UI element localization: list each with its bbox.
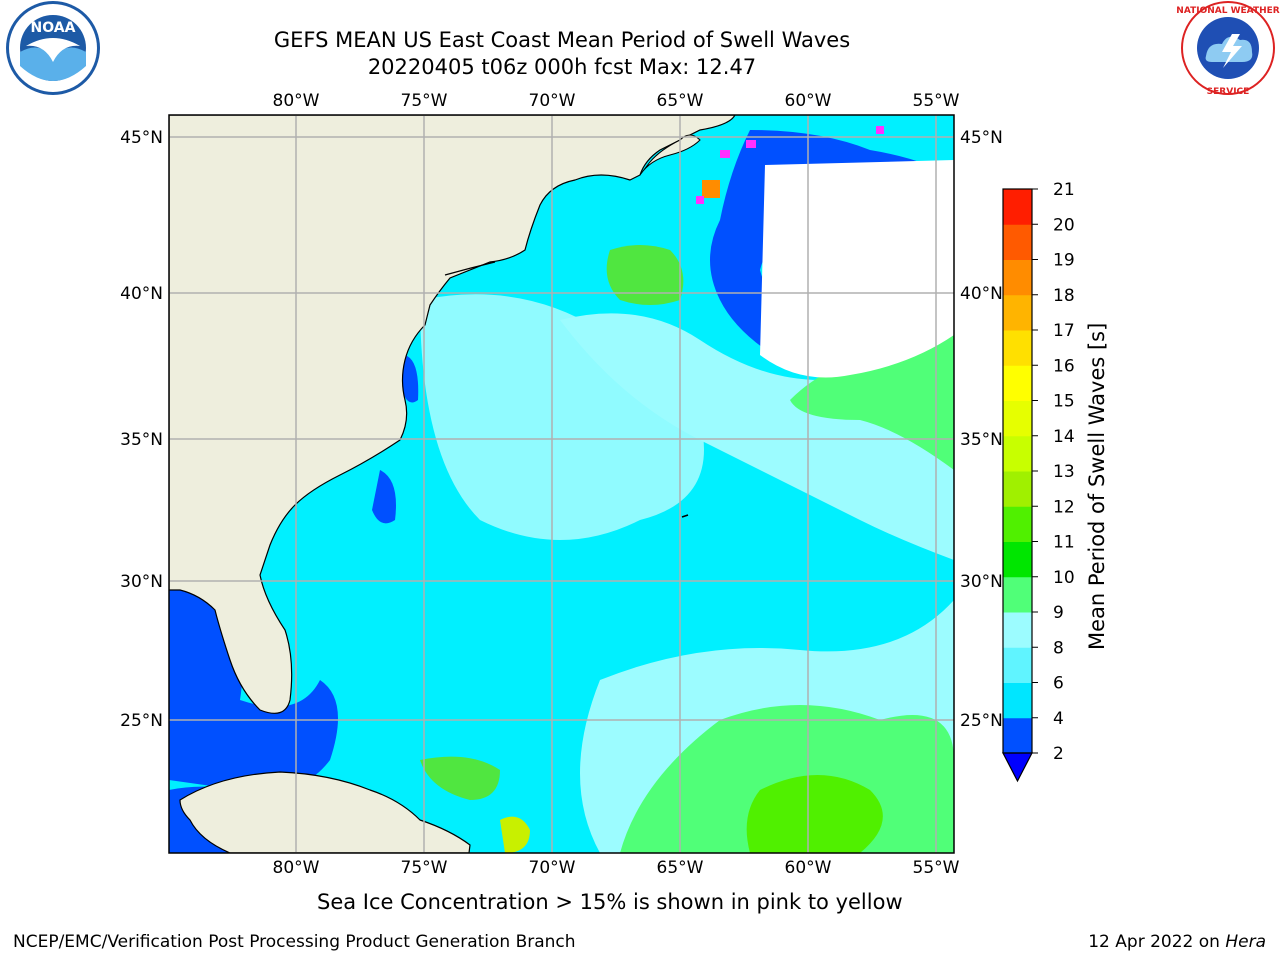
graticule xyxy=(169,115,954,853)
lon-label: 65°W xyxy=(657,91,704,111)
lat-label: 25°N xyxy=(960,711,1003,731)
colorbar-bin xyxy=(1003,471,1032,507)
colorbar-bin xyxy=(1003,259,1032,296)
svg-text:SERVICE: SERVICE xyxy=(1207,87,1250,97)
cuba-land xyxy=(179,771,471,853)
north-america-land xyxy=(169,115,736,714)
long-island xyxy=(444,261,496,276)
colorbar-bin xyxy=(1003,506,1032,542)
colorbar-bin xyxy=(1003,224,1032,260)
colorbar-bin xyxy=(1003,541,1032,578)
svg-text:NATIONAL WEATHER: NATIONAL WEATHER xyxy=(1176,6,1279,16)
lat-label: 25°N xyxy=(120,711,163,731)
lon-label: 60°W xyxy=(785,858,832,878)
colorbar-bin xyxy=(1003,330,1032,366)
colorbar: 2 4 6 8 9 10 11 12 13 14 15 16 17 18 19 20 21 xyxy=(1002,180,1075,783)
chart-subtitle: 20220405 t06z 000h fcst Max: 12.47 xyxy=(367,55,757,79)
colorbar-tick-label: 15 xyxy=(1053,392,1075,412)
lat-label: 40°N xyxy=(120,284,163,304)
lon-label: 80°W xyxy=(273,91,320,111)
colorbar-tick-label: 2 xyxy=(1053,744,1064,764)
colorbar-tick-label: 14 xyxy=(1053,427,1075,447)
lon-label: 75°W xyxy=(401,91,448,111)
colorbar-tick-label: 20 xyxy=(1053,215,1075,235)
colorbar-tick-label: 19 xyxy=(1053,251,1075,271)
nws-logo: NATIONAL WEATHER SERVICE xyxy=(1176,1,1280,97)
colorbar-bin xyxy=(1003,682,1032,719)
map-frame xyxy=(168,114,955,854)
footer-date-text: 12 Apr 2022 on xyxy=(1088,932,1226,952)
nova-scotia-land xyxy=(639,134,701,176)
colorbar-tick-label: 10 xyxy=(1053,568,1075,588)
lon-labels-bottom: 80°W 75°W 70°W 65°W 60°W 55°W xyxy=(273,858,960,878)
colorbar-label: Mean Period of Swell Waves [s] xyxy=(1085,322,1109,650)
colorbar-bin xyxy=(1003,717,1032,754)
svg-text:NOAA: NOAA xyxy=(31,20,76,36)
lon-label: 65°W xyxy=(657,858,704,878)
footer-host: Hera xyxy=(1225,932,1266,952)
lon-label: 60°W xyxy=(785,91,832,111)
colorbar-bin xyxy=(1003,189,1032,225)
bermuda xyxy=(681,514,689,518)
lat-labels-left: 45°N 40°N 35°N 30°N 25°N xyxy=(120,128,163,731)
colorbar-bin xyxy=(1003,612,1032,648)
footer-date: 12 Apr 2022 on Hera xyxy=(1088,932,1266,952)
colorbar-bin xyxy=(1003,435,1032,472)
sea-ice-caption: Sea Ice Concentration > 15% is shown in … xyxy=(317,890,903,914)
map-panel xyxy=(169,115,954,853)
footer-credit: NCEP/EMC/Verification Post Processing Pr… xyxy=(13,932,576,952)
lon-labels-top: 80°W 75°W 70°W 65°W 60°W 55°W xyxy=(273,91,960,111)
colorbar-tick-label: 18 xyxy=(1053,286,1075,306)
lat-label: 35°N xyxy=(960,430,1003,450)
colorbar-tick-label: 12 xyxy=(1053,497,1075,517)
colorbar-tick-label: 17 xyxy=(1053,321,1075,341)
colorbar-bin xyxy=(1003,576,1032,613)
lat-label: 40°N xyxy=(960,284,1003,304)
lat-label: 30°N xyxy=(120,572,163,592)
colorbar-under-arrow xyxy=(1002,752,1033,783)
lon-label: 75°W xyxy=(401,858,448,878)
colorbar-tick-label: 16 xyxy=(1053,356,1075,376)
lon-label: 55°W xyxy=(913,858,960,878)
lat-label: 45°N xyxy=(960,128,1003,148)
period-field-overlays xyxy=(169,126,954,853)
colorbar-bin xyxy=(1003,294,1032,331)
lon-label: 55°W xyxy=(913,91,960,111)
colorbar-bin xyxy=(1003,365,1032,401)
colorbar-bin xyxy=(1003,400,1032,437)
lon-label: 70°W xyxy=(529,91,576,111)
colorbar-bin xyxy=(1003,647,1032,683)
colorbar-tick-label: 13 xyxy=(1053,462,1075,482)
missing-data-region xyxy=(760,160,954,378)
colorbar-tick-label: 21 xyxy=(1053,180,1075,200)
lon-label: 70°W xyxy=(529,858,576,878)
chart-title: GEFS MEAN US East Coast Mean Period of S… xyxy=(273,28,851,52)
lat-label: 45°N xyxy=(120,128,163,148)
colorbar-tick-label: 6 xyxy=(1053,674,1064,694)
lon-label: 80°W xyxy=(273,858,320,878)
colorbar-tick-label: 11 xyxy=(1053,533,1075,553)
lat-label: 35°N xyxy=(120,430,163,450)
colorbar-tick-label: 8 xyxy=(1053,638,1064,658)
colorbar-tick-label: 4 xyxy=(1053,709,1064,729)
lat-labels-right: 45°N 40°N 35°N 30°N 25°N xyxy=(960,128,1003,731)
colorbar-tick-label: 9 xyxy=(1053,603,1064,623)
lat-label: 30°N xyxy=(960,572,1003,592)
noaa-logo: NOAA xyxy=(6,1,100,95)
